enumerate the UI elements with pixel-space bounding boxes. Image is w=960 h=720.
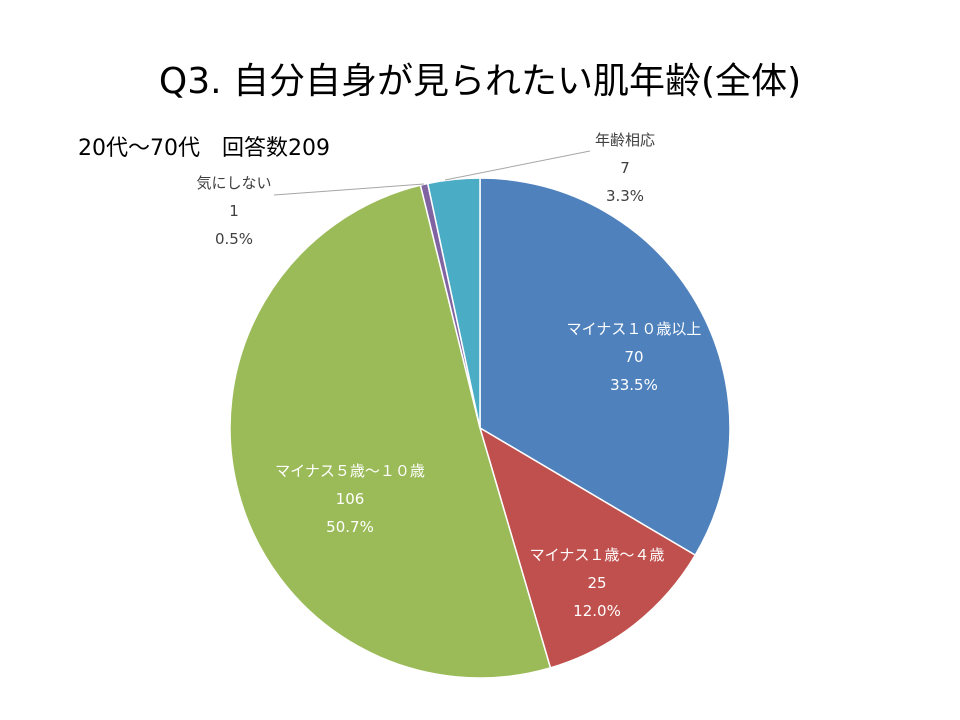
slice-label-3: マイナス５歳～１０歳 xyxy=(275,462,425,480)
slice-percent-4: 0.5% xyxy=(215,230,253,248)
slice-value-3: 106 xyxy=(336,490,365,508)
leader-line-5 xyxy=(444,150,591,181)
slice-percent-5: 3.3% xyxy=(606,187,644,205)
slice-value-1: 70 xyxy=(624,348,643,366)
chart-title: Q3. 自分自身が見られたい肌年齢(全体) xyxy=(158,61,802,102)
pie-slice-5 xyxy=(426,177,481,429)
slice-value-4: 1 xyxy=(229,202,239,220)
slice-label-2: マイナス１歳～４歳 xyxy=(530,546,665,564)
slice-label-1: マイナス１０歳以上 xyxy=(567,320,702,338)
slice-label-4: 気にしない xyxy=(196,174,271,192)
leader-line-4 xyxy=(273,183,425,196)
pie-slice-1 xyxy=(479,177,731,557)
pie-slice-3 xyxy=(229,184,552,679)
pie-slice-2 xyxy=(478,426,697,669)
slice-percent-3: 50.7% xyxy=(326,518,374,536)
slice-percent-2: 12.0% xyxy=(573,602,621,620)
slice-label-5: 年齢相応 xyxy=(595,131,655,149)
slice-value-2: 25 xyxy=(587,574,606,592)
chart-subtitle: 20代～70代 回答数209 xyxy=(78,136,330,161)
slice-value-5: 7 xyxy=(620,159,630,177)
slice-percent-1: 33.5% xyxy=(610,376,658,394)
